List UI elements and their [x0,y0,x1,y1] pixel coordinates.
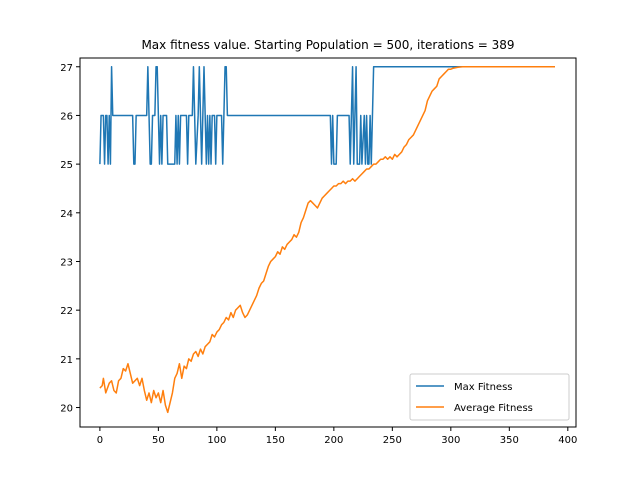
x-tick-label: 350 [500,435,519,446]
series-line-average-fitness [99,66,555,414]
series-group [99,66,555,414]
y-tick-label: 21 [60,355,73,366]
legend-label-average-fitness: Average Fitness [454,403,533,414]
x-tick-label: 150 [266,435,285,446]
legend-box [409,373,570,421]
x-tick-label: 200 [324,435,343,446]
series-line-max-fitness [99,66,555,165]
y-tick-label: 24 [60,209,73,220]
y-tick-label: 25 [60,160,73,171]
x-tick-label: 300 [441,435,460,446]
y-tick-label: 22 [60,306,73,317]
y-tick-label: 23 [60,257,73,268]
x-axis: 0 50 100 150 200 250 300 350 400 [97,427,577,446]
x-tick-label: 0 [97,435,103,446]
chart-title: Max fitness value. Starting Population =… [141,38,514,52]
x-tick-label: 400 [558,435,577,446]
legend-label-max-fitness: Max Fitness [454,382,513,393]
x-tick-label: 100 [207,435,226,446]
y-tick-label: 27 [60,63,73,74]
y-tick-label: 20 [60,404,73,415]
y-tick-label: 26 [60,111,73,122]
x-tick-label: 50 [152,435,165,446]
axes-frame [79,57,577,428]
y-axis: 20 21 22 23 24 25 26 27 [60,63,80,415]
legend: Max Fitness Average Fitness [409,373,570,421]
x-tick-label: 250 [383,435,402,446]
